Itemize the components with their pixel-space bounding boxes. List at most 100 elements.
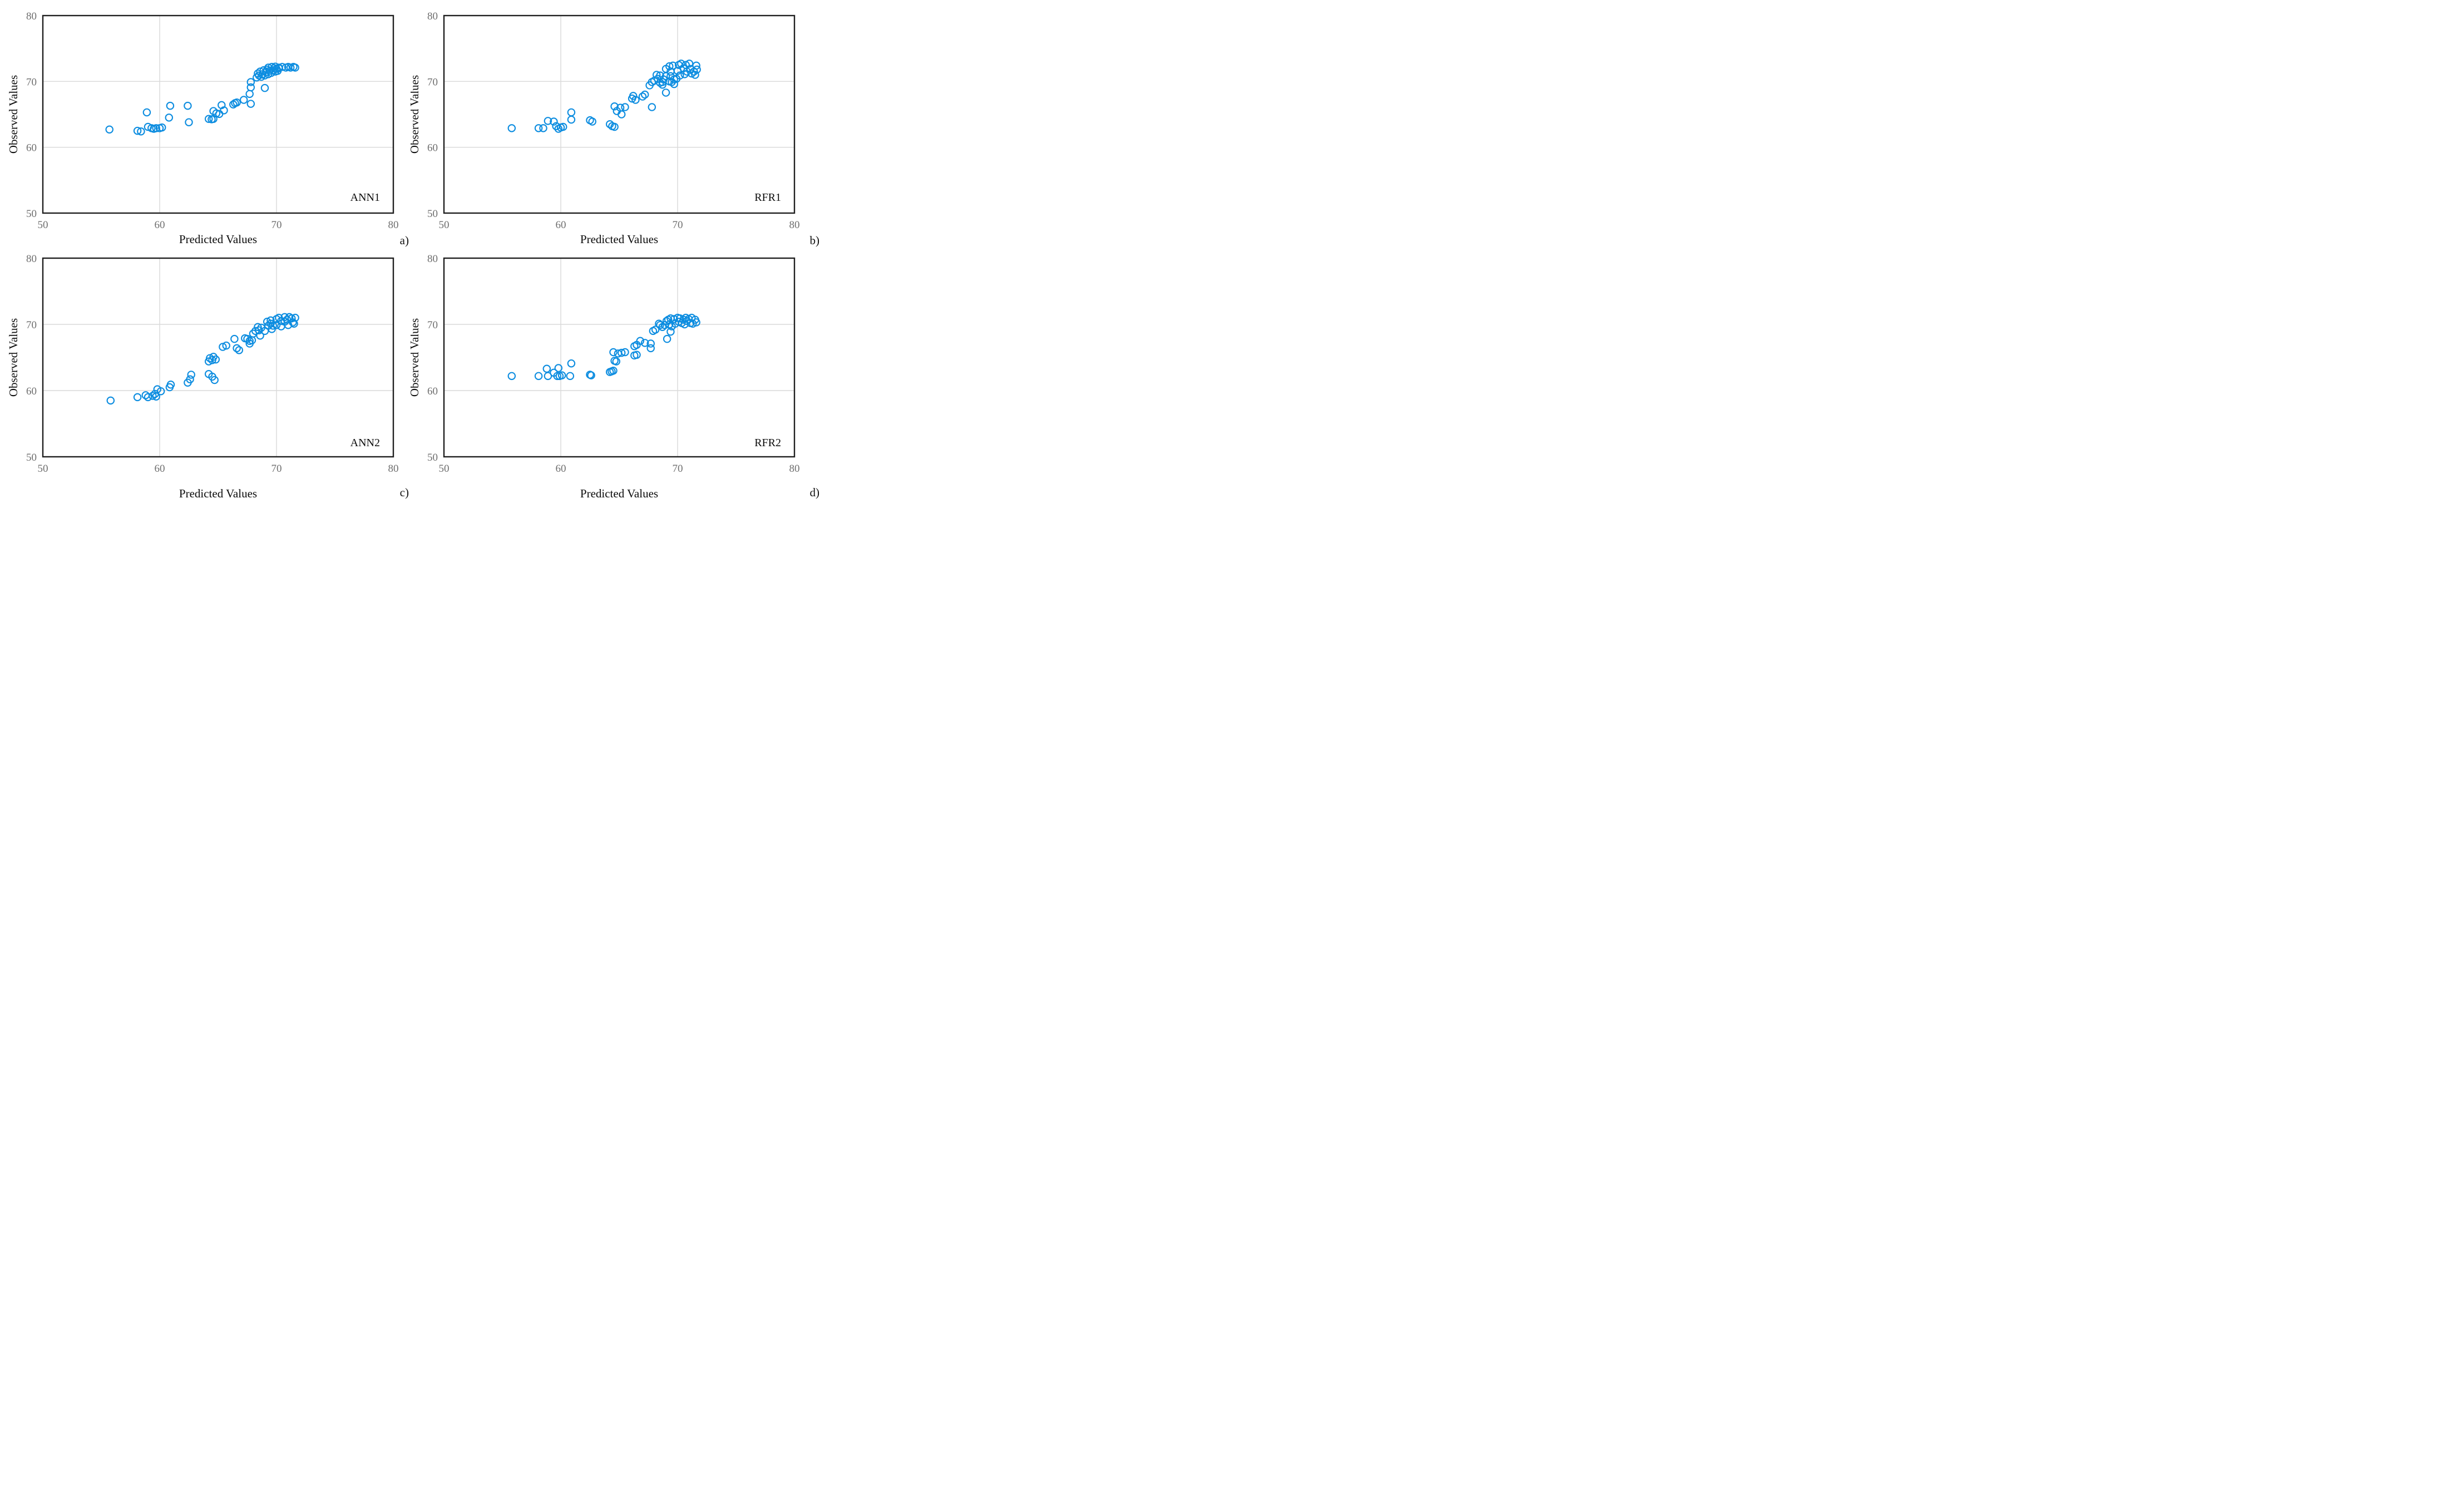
- data-point: [646, 344, 655, 353]
- data-point: [165, 114, 174, 122]
- data-point: [542, 364, 551, 373]
- y-tick-label: 50: [427, 208, 438, 220]
- data-point: [566, 372, 575, 381]
- data-point: [652, 71, 661, 79]
- data-point: [291, 313, 299, 322]
- data-point: [245, 90, 254, 98]
- plot-border: [443, 14, 796, 214]
- data-point: [260, 83, 269, 92]
- data-point: [243, 334, 251, 343]
- x-axis-title: Predicted Values: [580, 487, 658, 500]
- data-point: [554, 364, 563, 372]
- data-point: [246, 78, 255, 86]
- x-tick-label: 50: [38, 463, 48, 475]
- data-point: [507, 124, 516, 132]
- data-point: [665, 62, 674, 71]
- data-point: [184, 101, 192, 110]
- x-tick-label: 60: [556, 463, 566, 475]
- data-point: [220, 106, 228, 115]
- data-point: [212, 109, 221, 117]
- data-point: [675, 71, 684, 80]
- data-point: [692, 318, 700, 327]
- x-axis-title: Predicted Values: [179, 487, 257, 500]
- data-point: [278, 63, 287, 71]
- data-point: [233, 344, 241, 353]
- data-point: [137, 127, 145, 136]
- data-point: [166, 101, 175, 110]
- data-point: [656, 320, 664, 329]
- figure-page: 50 60 70 80 50 60 70 80 Predicted Values Observed…: [0, 0, 821, 504]
- scatter-chart-rfr2: 50 60 70 80 50 60 70 80 Predicted Values Observed…: [411, 253, 800, 500]
- x-tick-label: 50: [439, 219, 450, 231]
- data-point: [290, 319, 298, 328]
- y-tick-label: 50: [26, 208, 37, 220]
- data-point: [633, 351, 641, 359]
- scatter-panel-a: 50 60 70 80 50 60 70 80 Predicted Values Observed…: [0, 0, 411, 252]
- y-axis-title: Observed Values: [411, 318, 421, 397]
- x-tick-label: 70: [271, 219, 282, 231]
- panel-caption-d: d): [809, 486, 820, 499]
- x-tick-label: 50: [439, 463, 450, 475]
- panel-caption-b: b): [809, 234, 820, 247]
- data-point: [693, 65, 701, 74]
- data-point: [544, 117, 552, 125]
- data-point: [621, 348, 629, 357]
- y-tick-label: 70: [26, 76, 37, 88]
- data-point: [629, 92, 638, 100]
- data-point: [677, 60, 685, 68]
- x-tick-label: 80: [388, 463, 399, 475]
- y-tick-label: 60: [26, 386, 37, 397]
- plot-border: [42, 14, 394, 214]
- scatter-chart-ann2: 50 60 70 80 50 60 70 80 Predicted Values Observed…: [7, 253, 399, 500]
- data-point: [539, 124, 547, 132]
- y-axis-title: Observed Values: [411, 75, 421, 154]
- data-point: [631, 96, 640, 104]
- y-tick-label: 80: [26, 253, 37, 265]
- data-point: [210, 376, 219, 384]
- data-point: [133, 126, 142, 135]
- y-tick-label: 70: [427, 319, 438, 331]
- x-axis-title: Predicted Values: [580, 233, 658, 246]
- data-point: [692, 61, 700, 70]
- data-point: [559, 122, 567, 131]
- x-tick-label: 70: [271, 463, 282, 475]
- scatter-chart-ann1: 50 60 70 80 50 60 70 80 Predicted Values Observed…: [7, 11, 399, 246]
- data-point: [636, 337, 645, 346]
- data-point: [679, 315, 688, 324]
- y-tick-label: 80: [26, 11, 37, 22]
- data-point: [245, 339, 254, 348]
- y-tick-label: 60: [427, 142, 438, 154]
- figure-grid: 50 60 70 80 50 60 70 80 Predicted Values Observed…: [0, 0, 821, 504]
- plot-border: [42, 257, 394, 458]
- data-point: [235, 346, 244, 354]
- data-point: [691, 71, 699, 79]
- data-point: [219, 343, 227, 351]
- data-point: [166, 381, 175, 389]
- data-point: [648, 103, 656, 111]
- data-point: [133, 393, 142, 402]
- data-point: [157, 123, 166, 132]
- data-point: [233, 98, 241, 107]
- scatter-panel-b: 50 60 70 80 50 60 70 80 Predicted Values Observed…: [411, 0, 821, 252]
- data-point: [266, 319, 275, 328]
- data-point: [256, 331, 264, 340]
- model-label: ANN2: [350, 437, 380, 449]
- data-point: [106, 396, 115, 405]
- data-point: [187, 371, 195, 379]
- model-label: RFR1: [754, 191, 781, 204]
- data-point: [658, 323, 666, 332]
- y-tick-label: 50: [26, 452, 37, 463]
- data-point: [689, 319, 697, 328]
- data-point: [567, 359, 576, 368]
- x-axis-title: Predicted Values: [179, 233, 257, 246]
- data-point: [105, 125, 113, 134]
- panel-caption-a: a): [399, 234, 409, 247]
- data-point: [612, 357, 620, 366]
- y-axis-title: Observed Values: [7, 75, 20, 154]
- data-point: [269, 322, 277, 330]
- data-point: [617, 348, 626, 357]
- data-point: [186, 375, 194, 384]
- plot-border: [443, 257, 796, 458]
- data-point: [651, 325, 660, 334]
- data-point: [550, 117, 558, 126]
